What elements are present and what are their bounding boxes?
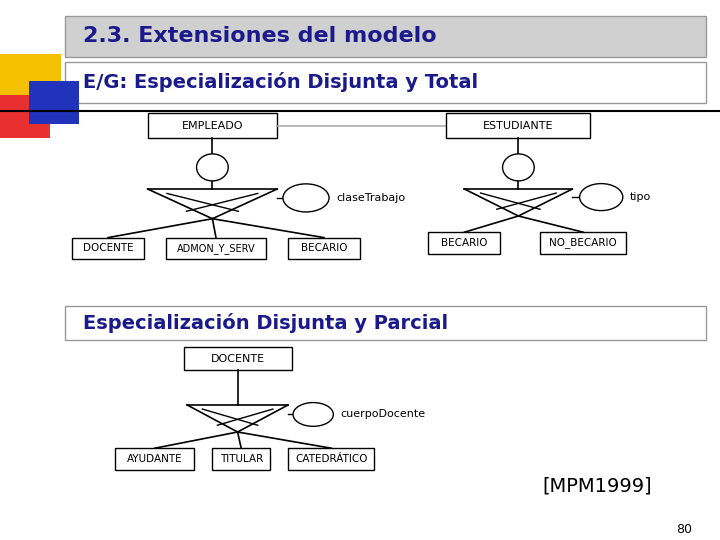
Text: CATEDRÁTICO: CATEDRÁTICO xyxy=(295,454,367,464)
Text: Especialización Disjunta y Parcial: Especialización Disjunta y Parcial xyxy=(83,313,448,333)
Bar xyxy=(65,16,706,57)
Bar xyxy=(65,306,706,340)
Bar xyxy=(166,238,266,259)
Bar xyxy=(212,448,270,470)
Text: [MPM1999]: [MPM1999] xyxy=(543,476,652,496)
Ellipse shape xyxy=(197,154,228,181)
Text: EMPLEADO: EMPLEADO xyxy=(181,120,243,131)
Bar xyxy=(428,232,500,254)
Bar xyxy=(288,238,360,259)
Bar xyxy=(148,113,277,138)
Text: 80: 80 xyxy=(676,523,692,536)
Bar xyxy=(0,54,61,100)
Text: E/G: Especialización Disjunta y Total: E/G: Especialización Disjunta y Total xyxy=(83,72,478,92)
Text: 2.3. Extensiones del modelo: 2.3. Extensiones del modelo xyxy=(83,26,436,46)
Text: NO_BECARIO: NO_BECARIO xyxy=(549,238,617,248)
Ellipse shape xyxy=(283,184,329,212)
Bar xyxy=(0,94,50,138)
Bar xyxy=(540,232,626,254)
Text: AYUDANTE: AYUDANTE xyxy=(127,454,183,464)
Text: TITULAR: TITULAR xyxy=(220,454,263,464)
Text: ADMON_Y_SERV: ADMON_Y_SERV xyxy=(176,243,256,254)
Text: tipo: tipo xyxy=(630,192,652,202)
Ellipse shape xyxy=(580,184,623,211)
Bar xyxy=(72,238,144,259)
Ellipse shape xyxy=(293,403,333,427)
Bar xyxy=(288,448,374,470)
Text: BECARIO: BECARIO xyxy=(301,244,347,253)
Text: cuerpoDocente: cuerpoDocente xyxy=(341,409,426,420)
Text: DOCENTE: DOCENTE xyxy=(83,244,133,253)
Bar xyxy=(446,113,590,138)
Bar xyxy=(184,347,292,370)
Ellipse shape xyxy=(503,154,534,181)
Text: BECARIO: BECARIO xyxy=(441,238,487,248)
Bar xyxy=(29,81,79,124)
Text: DOCENTE: DOCENTE xyxy=(210,354,265,363)
Bar xyxy=(115,448,194,470)
Text: ESTUDIANTE: ESTUDIANTE xyxy=(483,120,554,131)
Bar xyxy=(65,62,706,103)
Text: claseTrabajo: claseTrabajo xyxy=(336,193,405,203)
